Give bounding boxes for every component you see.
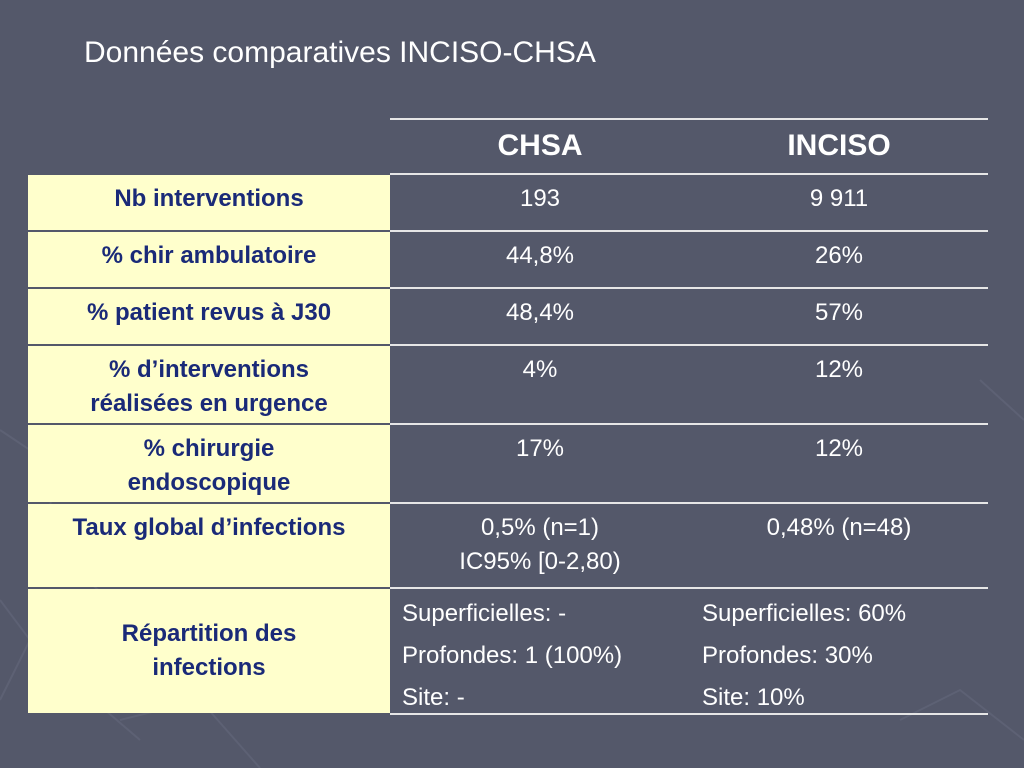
row-label-line: infections — [152, 654, 266, 681]
row-label: % patient revus à J30 — [28, 289, 390, 344]
row-label-line: Taux global d’infections — [72, 514, 346, 541]
page-title: Données comparatives INCISO-CHSA — [84, 36, 596, 69]
cell-value: Site: - — [402, 684, 465, 711]
row-label-line: Nb interventions — [114, 185, 304, 212]
cell-chsa: 4% — [390, 346, 690, 425]
table-rule — [390, 230, 988, 232]
cell-inciso: 9 911 — [690, 175, 988, 232]
row-label: Taux global d’infections — [28, 504, 390, 587]
row-label-line: Répartition des — [121, 620, 297, 647]
cell-chsa: 0,5% (n=1) IC95% [0-2,80) — [390, 504, 690, 589]
cell-inciso: 12% — [690, 346, 988, 425]
cell-inciso: 26% — [690, 232, 988, 289]
row-label: % d’interventions réalisées en urgence — [28, 346, 390, 423]
row-label-line: % chirurgie — [143, 435, 275, 462]
cell-value: 0,5% (n=1) — [480, 514, 600, 541]
cell-value: 17% — [515, 435, 565, 462]
row-label: Répartition des infections — [28, 589, 390, 713]
cell-inciso: 0,48% (n=48) — [690, 504, 988, 589]
cell-value: Site: 10% — [702, 684, 805, 711]
cell-value: 0,48% (n=48) — [766, 514, 912, 541]
cell-value: 26% — [814, 242, 864, 269]
cell-inciso: 57% — [690, 289, 988, 346]
cell-value: Superficielles: 60% — [702, 600, 907, 627]
cell-chsa: 193 — [390, 175, 690, 232]
row-label-line: % patient revus à J30 — [86, 299, 332, 326]
table-rule — [390, 587, 988, 589]
cell-value: Superficielles: - — [402, 600, 567, 627]
row-label: % chirurgie endoscopique — [28, 425, 390, 502]
table-rule — [390, 173, 988, 175]
table-rule — [390, 344, 988, 346]
row-label: Nb interventions — [28, 175, 390, 230]
cell-value: 48,4% — [505, 299, 575, 326]
cell-value: Profondes: 1 (100%) — [402, 642, 623, 669]
cell-value: 4% — [522, 356, 558, 383]
cell-value: 193 — [519, 185, 561, 212]
row-label-line: réalisées en urgence — [90, 390, 328, 417]
cell-inciso: 12% — [690, 425, 988, 504]
table-rule — [390, 118, 988, 120]
row-label-line: % d’interventions — [108, 356, 310, 383]
cell-value: Profondes: 30% — [702, 642, 873, 669]
column-header-inciso: INCISO — [787, 129, 891, 162]
cell-chsa: 17% — [390, 425, 690, 504]
cell-chsa: Superficielles: - Profondes: 1 (100%) Site… — [390, 589, 690, 715]
cell-value: 57% — [814, 299, 864, 326]
table-rule — [390, 287, 988, 289]
cell-chsa: 48,4% — [390, 289, 690, 346]
table-rule — [390, 502, 988, 504]
cell-value: 44,8% — [505, 242, 575, 269]
table-rule — [390, 713, 988, 715]
cell-chsa: 44,8% — [390, 232, 690, 289]
cell-value: 9 911 — [809, 185, 869, 212]
row-label-line: endoscopique — [127, 469, 291, 496]
cell-value: 12% — [814, 356, 864, 383]
column-header-chsa: CHSA — [497, 129, 583, 162]
row-label-line: % chir ambulatoire — [101, 242, 317, 269]
cell-inciso: Superficielles: 60% Profondes: 30% Site: 1… — [690, 589, 988, 715]
cell-value: IC95% [0-2,80) — [459, 548, 621, 575]
cell-value: 12% — [814, 435, 864, 462]
table-rule — [390, 423, 988, 425]
row-label: % chir ambulatoire — [28, 232, 390, 287]
